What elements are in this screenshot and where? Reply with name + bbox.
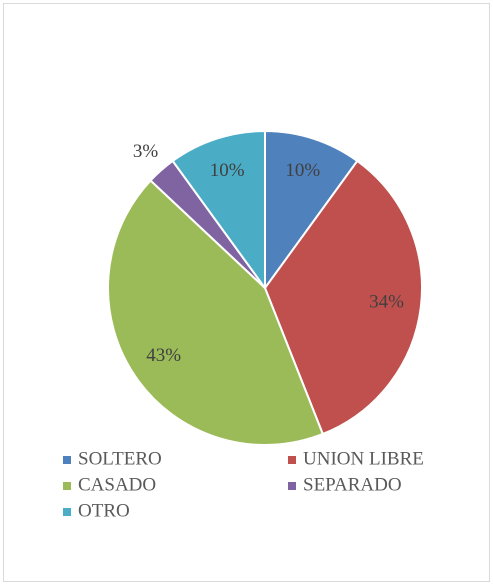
data-label: 3% [133, 141, 159, 162]
pie-slice [263, 159, 423, 436]
legend-swatch [63, 508, 71, 516]
data-label: 43% [146, 345, 181, 366]
legend-label: SOLTERO [78, 448, 162, 469]
legend-swatch [63, 482, 71, 490]
data-label: 34% [369, 292, 404, 313]
legend-label: UNION LIBRE [303, 448, 424, 469]
legend-label: CASADO [78, 474, 156, 495]
data-label: 10% [210, 160, 245, 181]
pie-slice [264, 129, 359, 292]
legend-swatch [288, 482, 296, 490]
data-label: 10% [285, 160, 320, 181]
legend-swatch [63, 456, 71, 464]
pie-slice [171, 129, 266, 292]
legend-swatch [288, 456, 296, 464]
legend-label: OTRO [78, 500, 130, 521]
pie-slice [107, 179, 325, 446]
legend-label: SEPARADO [303, 474, 402, 495]
